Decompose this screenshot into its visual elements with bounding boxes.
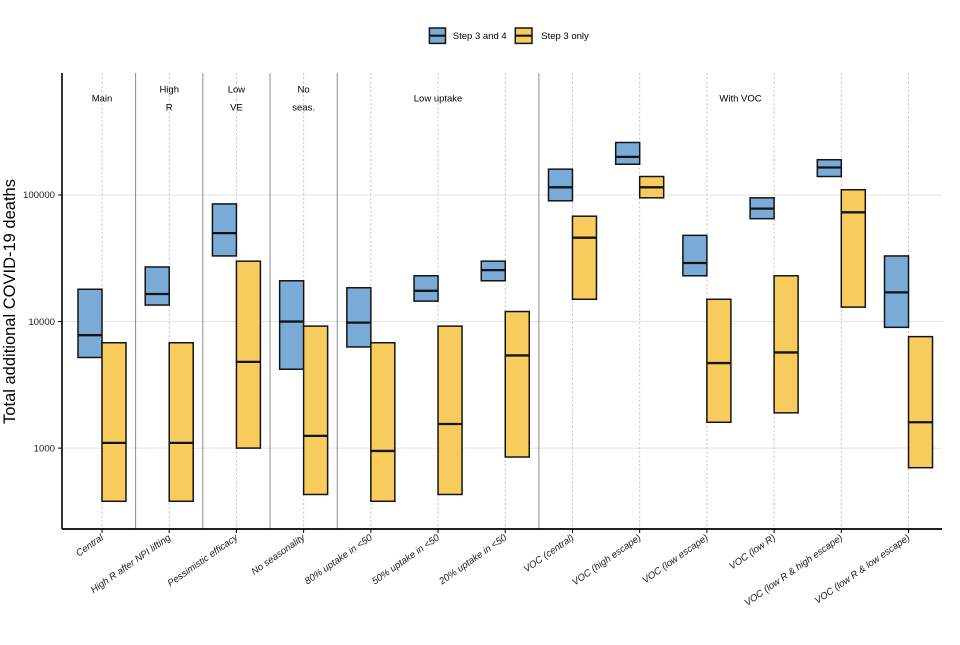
svg-text:100000: 100000 bbox=[23, 190, 55, 201]
svg-text:Total additional COVID-19 deat: Total additional COVID-19 deaths bbox=[1, 179, 19, 424]
svg-text:R: R bbox=[166, 103, 173, 114]
svg-text:No: No bbox=[298, 85, 310, 96]
svg-text:Low uptake: Low uptake bbox=[414, 94, 463, 105]
svg-text:Low: Low bbox=[228, 85, 246, 96]
svg-text:With VOC: With VOC bbox=[719, 94, 761, 105]
svg-text:High: High bbox=[159, 85, 179, 96]
svg-text:Step 3 only: Step 3 only bbox=[541, 31, 589, 42]
svg-text:seas.: seas. bbox=[292, 103, 315, 114]
svg-text:Step 3 and 4: Step 3 and 4 bbox=[453, 31, 507, 42]
svg-text:1000: 1000 bbox=[34, 443, 55, 454]
svg-text:Main: Main bbox=[92, 94, 113, 105]
svg-text:VE: VE bbox=[230, 103, 243, 114]
svg-text:10000: 10000 bbox=[28, 317, 55, 328]
